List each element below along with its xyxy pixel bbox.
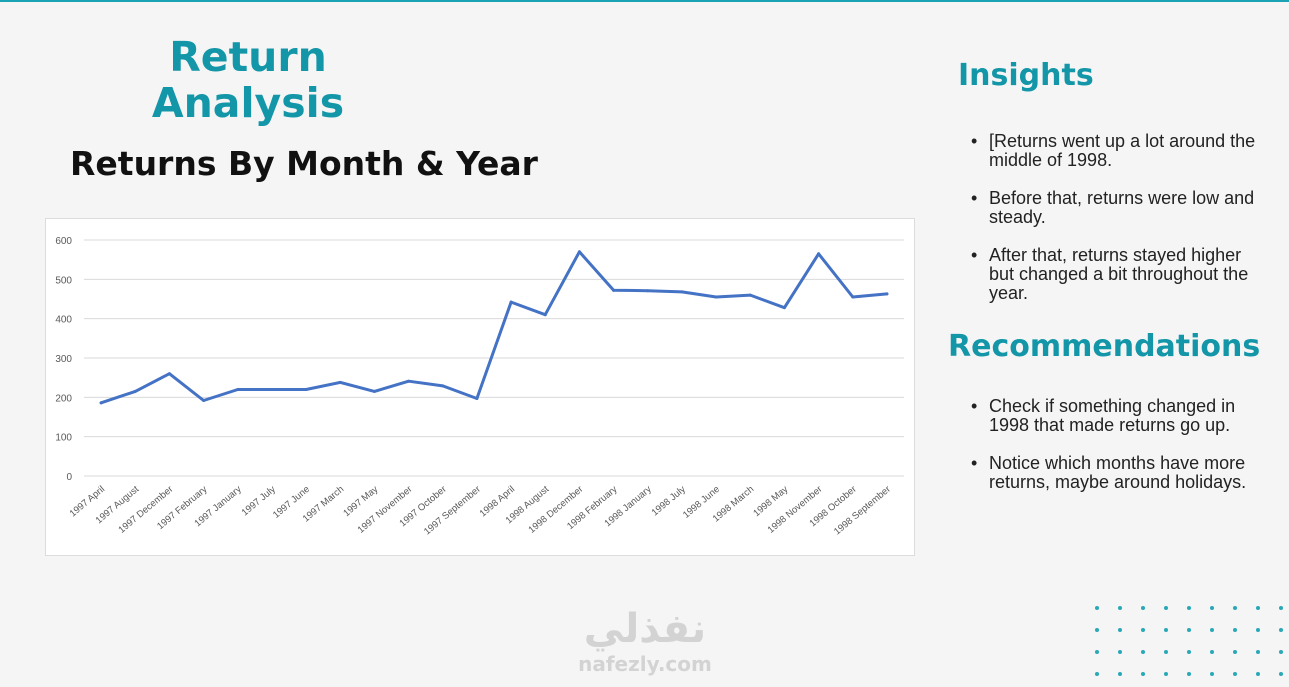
y-tick-label: 500 — [55, 275, 72, 286]
chart-panel: 0 100 200 300 400 500 600 1997 April 1997 August… — [45, 218, 915, 556]
y-tick-label: 100 — [55, 433, 72, 444]
decorative-dot — [1095, 606, 1099, 610]
returns-data-point — [236, 387, 240, 391]
watermark-latin: nafezly.com — [578, 652, 712, 676]
decorative-dot — [1187, 672, 1191, 676]
decorative-dot — [1233, 606, 1237, 610]
decorative-dot — [1141, 672, 1145, 676]
returns-data-point — [167, 372, 171, 376]
decorative-dot-grid — [1095, 606, 1289, 687]
decorative-dot — [1279, 672, 1283, 676]
returns-data-point — [577, 250, 581, 254]
page-title: Return Analysis — [120, 34, 376, 126]
decorative-dot — [1187, 628, 1191, 632]
decorative-dot — [1095, 650, 1099, 654]
returns-series-line — [99, 250, 889, 405]
decorative-dot — [1118, 650, 1122, 654]
decorative-dot — [1164, 606, 1168, 610]
returns-data-point — [99, 401, 103, 405]
decorative-dot — [1187, 650, 1191, 654]
returns-data-point — [543, 313, 547, 317]
insight-item: [Returns went up a lot around the middle… — [971, 132, 1271, 170]
y-tick-label: 600 — [55, 236, 72, 247]
returns-data-point — [817, 252, 821, 256]
recommendation-item: Check if something changed in 1998 that … — [971, 397, 1271, 435]
decorative-dot — [1118, 606, 1122, 610]
decorative-dot — [1141, 606, 1145, 610]
insight-item: Before that, returns were low and steady… — [971, 189, 1271, 227]
decorative-dot — [1164, 672, 1168, 676]
insight-item: After that, returns stayed higher but ch… — [971, 246, 1271, 303]
decorative-dot — [1118, 672, 1122, 676]
returns-data-point — [612, 288, 616, 292]
decorative-dot — [1210, 606, 1214, 610]
decorative-dot — [1210, 650, 1214, 654]
decorative-dot — [1279, 606, 1283, 610]
page-title-line1: Return — [169, 33, 327, 81]
decorative-dot — [1233, 628, 1237, 632]
watermark-logo: نفذلي nafezly.com — [560, 606, 730, 676]
insights-list: [Returns went up a lot around the middle… — [971, 132, 1271, 322]
recommendations-heading: Recommendations — [948, 329, 1261, 364]
decorative-dot — [1118, 628, 1122, 632]
returns-data-point — [714, 295, 718, 299]
decorative-dot — [1279, 628, 1283, 632]
decorative-dot — [1095, 672, 1099, 676]
insights-heading: Insights — [958, 58, 1094, 93]
y-tick-label: 400 — [55, 315, 72, 326]
decorative-dot — [1256, 672, 1260, 676]
decorative-dot — [1141, 628, 1145, 632]
chart-subtitle: Returns By Month & Year — [70, 144, 538, 183]
returns-data-point — [680, 290, 684, 294]
returns-data-point — [782, 306, 786, 310]
decorative-dot — [1279, 650, 1283, 654]
decorative-dot — [1233, 672, 1237, 676]
returns-data-point — [202, 398, 206, 402]
returns-data-point — [885, 292, 889, 296]
decorative-dot — [1256, 650, 1260, 654]
page-title-line2: Analysis — [151, 79, 345, 127]
decorative-dot — [1210, 672, 1214, 676]
returns-data-point — [304, 387, 308, 391]
decorative-dot — [1164, 628, 1168, 632]
decorative-dot — [1164, 650, 1168, 654]
y-tick-label: 300 — [55, 354, 72, 365]
y-tick-label: 200 — [55, 393, 72, 404]
returns-data-point — [851, 295, 855, 299]
returns-data-point — [133, 389, 137, 393]
watermark-arabic: نفذلي — [583, 606, 707, 652]
top-accent-rule — [0, 0, 1289, 2]
returns-data-point — [475, 397, 479, 401]
decorative-dot — [1256, 628, 1260, 632]
recommendations-list: Check if something changed in 1998 that … — [971, 397, 1271, 511]
returns-data-point — [372, 389, 376, 393]
decorative-dot — [1256, 606, 1260, 610]
decorative-dot — [1141, 650, 1145, 654]
returns-data-point — [338, 380, 342, 384]
returns-data-point — [646, 289, 650, 293]
decorative-dot — [1233, 650, 1237, 654]
decorative-dot — [1095, 628, 1099, 632]
returns-data-point — [270, 387, 274, 391]
y-tick-label: 0 — [66, 472, 72, 483]
recommendation-item: Notice which months have more returns, m… — [971, 454, 1271, 492]
returns-data-point — [441, 384, 445, 388]
returns-data-point — [407, 379, 411, 383]
returns-data-point — [509, 300, 513, 304]
decorative-dot — [1187, 606, 1191, 610]
returns-data-point — [748, 293, 752, 297]
decorative-dot — [1210, 628, 1214, 632]
